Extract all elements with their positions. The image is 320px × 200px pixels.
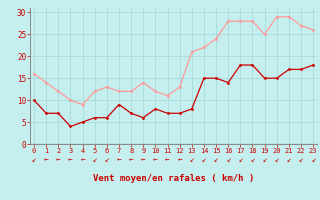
Text: ←: ← xyxy=(141,155,146,164)
Text: ↙: ↙ xyxy=(92,155,97,164)
Text: ←: ← xyxy=(129,155,133,164)
Text: ↙: ↙ xyxy=(299,155,303,164)
X-axis label: Vent moyen/en rafales ( km/h ): Vent moyen/en rafales ( km/h ) xyxy=(93,174,254,183)
Text: ←: ← xyxy=(56,155,60,164)
Text: ←: ← xyxy=(117,155,121,164)
Text: ↙: ↙ xyxy=(311,155,316,164)
Text: ↙: ↙ xyxy=(262,155,267,164)
Text: ←: ← xyxy=(177,155,182,164)
Text: ←: ← xyxy=(80,155,85,164)
Text: ↙: ↙ xyxy=(105,155,109,164)
Text: ↙: ↙ xyxy=(287,155,291,164)
Text: ↙: ↙ xyxy=(214,155,218,164)
Text: ←: ← xyxy=(68,155,73,164)
Text: ←: ← xyxy=(44,155,49,164)
Text: ↙: ↙ xyxy=(202,155,206,164)
Text: ↙: ↙ xyxy=(226,155,230,164)
Text: ←: ← xyxy=(153,155,158,164)
Text: ←: ← xyxy=(165,155,170,164)
Text: ↙: ↙ xyxy=(189,155,194,164)
Text: ↙: ↙ xyxy=(275,155,279,164)
Text: ↙: ↙ xyxy=(238,155,243,164)
Text: ↙: ↙ xyxy=(32,155,36,164)
Text: ↙: ↙ xyxy=(250,155,255,164)
